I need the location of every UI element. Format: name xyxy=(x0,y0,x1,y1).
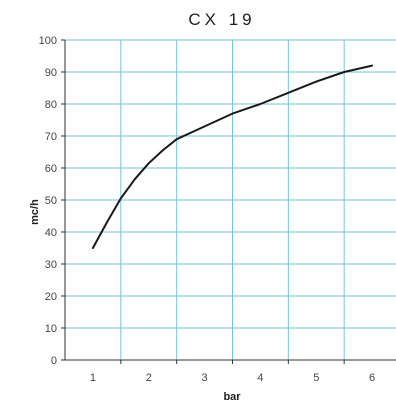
x-tick-label: 1 xyxy=(90,372,96,384)
y-tick-label: 30 xyxy=(45,259,57,271)
series-group xyxy=(91,64,374,249)
y-tick-label: 60 xyxy=(45,163,57,175)
y-tick-label: 90 xyxy=(45,67,57,79)
chart-title: CX 19 xyxy=(188,10,255,29)
axes xyxy=(61,39,396,364)
grid xyxy=(65,39,396,360)
y-tick-label: 10 xyxy=(45,323,57,335)
y-axis-label: mc/h xyxy=(29,199,41,225)
y-tick-label: 70 xyxy=(45,131,57,143)
y-tick-label: 20 xyxy=(45,291,57,303)
x-tick-label: 6 xyxy=(369,372,375,384)
x-tick-label: 2 xyxy=(146,372,152,384)
y-tick-labels: 0 10 20 30 40 50 60 70 80 90 100 xyxy=(39,35,57,367)
x-tick-label: 3 xyxy=(202,372,208,384)
x-tick-label: 5 xyxy=(313,372,319,384)
series-line xyxy=(91,64,374,249)
y-tick-label: 50 xyxy=(45,195,57,207)
x-tick-label: 4 xyxy=(257,372,263,384)
y-tick-label: 0 xyxy=(51,355,57,367)
y-tick-label: 80 xyxy=(45,99,57,111)
x-axis-label: bar xyxy=(223,391,241,403)
x-tick-labels: 1 2 3 4 5 6 xyxy=(90,372,375,384)
y-tick-label: 100 xyxy=(39,35,57,47)
y-tick-label: 40 xyxy=(45,227,57,239)
